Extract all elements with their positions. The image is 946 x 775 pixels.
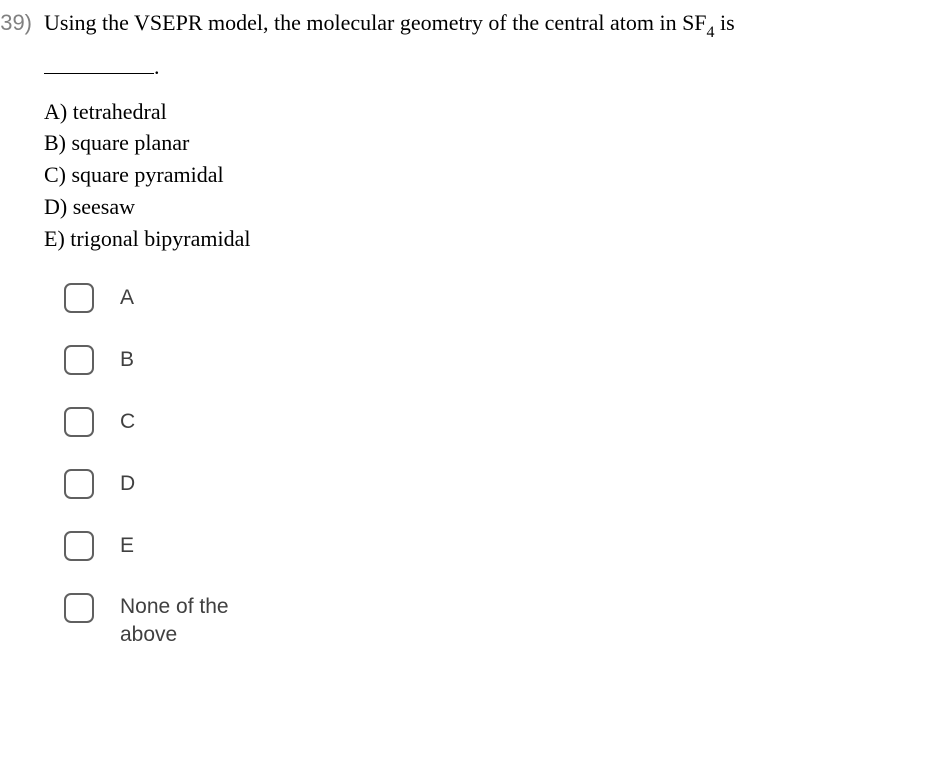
question-body: Using the VSEPR model, the molecular geo… [44, 8, 946, 650]
choice-e: E) trigonal bipyramidal [44, 223, 926, 255]
option-label-e: E [120, 532, 134, 560]
blank-row: . [44, 42, 926, 82]
question-number: 39) [0, 8, 44, 36]
option-row-b: B [64, 345, 926, 375]
option-row-a: A [64, 283, 926, 313]
option-row-d: D [64, 469, 926, 499]
option-row-c: C [64, 407, 926, 437]
checkbox-c[interactable] [64, 407, 94, 437]
question-text-part1: Using the VSEPR model, the molecular geo… [44, 10, 707, 35]
blank-line [44, 56, 154, 74]
checkbox-options: A B C D E None of the above [64, 283, 926, 650]
checkbox-none[interactable] [64, 593, 94, 623]
choice-b: B) square planar [44, 127, 926, 159]
option-row-none: None of the above [64, 593, 926, 650]
option-label-a: A [120, 284, 134, 312]
question-text: Using the VSEPR model, the molecular geo… [44, 8, 926, 42]
checkbox-b[interactable] [64, 345, 94, 375]
question-text-part2: is [715, 10, 735, 35]
option-label-d: D [120, 470, 135, 498]
checkbox-d[interactable] [64, 469, 94, 499]
choice-a: A) tetrahedral [44, 96, 926, 128]
option-label-b: B [120, 346, 134, 374]
blank-suffix: . [154, 54, 160, 79]
option-label-c: C [120, 408, 135, 436]
option-label-none: None of the above [120, 593, 260, 650]
choice-c: C) square pyramidal [44, 159, 926, 191]
answer-choices: A) tetrahedral B) square planar C) squar… [44, 96, 926, 255]
option-row-e: E [64, 531, 926, 561]
question-subscript: 4 [707, 24, 715, 41]
choice-d: D) seesaw [44, 191, 926, 223]
checkbox-e[interactable] [64, 531, 94, 561]
checkbox-a[interactable] [64, 283, 94, 313]
question-container: 39) Using the VSEPR model, the molecular… [0, 8, 946, 650]
